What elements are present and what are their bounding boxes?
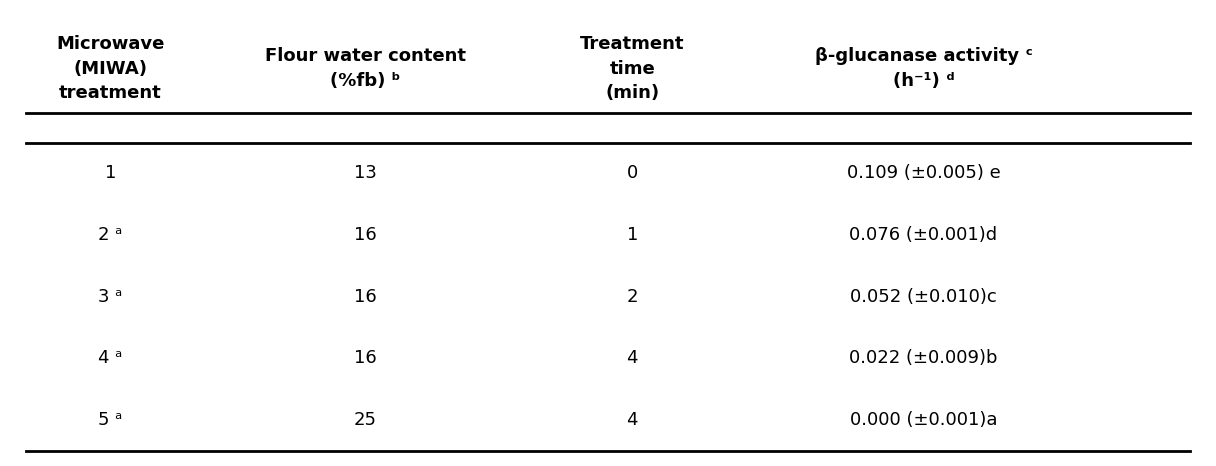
Text: 13: 13 (354, 164, 377, 183)
Text: β-glucanase activity ᶜ
(h⁻¹) ᵈ: β-glucanase activity ᶜ (h⁻¹) ᵈ (815, 48, 1032, 90)
Text: 1: 1 (626, 226, 638, 244)
Text: 4: 4 (626, 411, 638, 429)
Text: 0: 0 (626, 164, 638, 183)
Text: 2: 2 (626, 288, 638, 306)
Text: 0.022 (±0.009)b: 0.022 (±0.009)b (849, 350, 997, 367)
Text: 0.109 (±0.005) e: 0.109 (±0.005) e (846, 164, 1001, 183)
Text: 0.000 (±0.001)a: 0.000 (±0.001)a (850, 411, 997, 429)
Text: Treatment
time
(min): Treatment time (min) (580, 35, 685, 102)
Text: Microwave
(MIWA)
treatment: Microwave (MIWA) treatment (56, 35, 164, 102)
Text: 16: 16 (354, 226, 377, 244)
Text: 3 ᵃ: 3 ᵃ (98, 288, 123, 306)
Text: 1: 1 (105, 164, 117, 183)
Text: 0.076 (±0.001)d: 0.076 (±0.001)d (849, 226, 997, 244)
Text: 16: 16 (354, 288, 377, 306)
Text: 4 ᵃ: 4 ᵃ (98, 350, 123, 367)
Text: 25: 25 (354, 411, 377, 429)
Text: 2 ᵃ: 2 ᵃ (98, 226, 123, 244)
Text: 16: 16 (354, 350, 377, 367)
Text: Flour water content
(%fb) ᵇ: Flour water content (%fb) ᵇ (265, 48, 466, 90)
Text: 5 ᵃ: 5 ᵃ (98, 411, 123, 429)
Text: 0.052 (±0.010)c: 0.052 (±0.010)c (850, 288, 997, 306)
Text: 4: 4 (626, 350, 638, 367)
